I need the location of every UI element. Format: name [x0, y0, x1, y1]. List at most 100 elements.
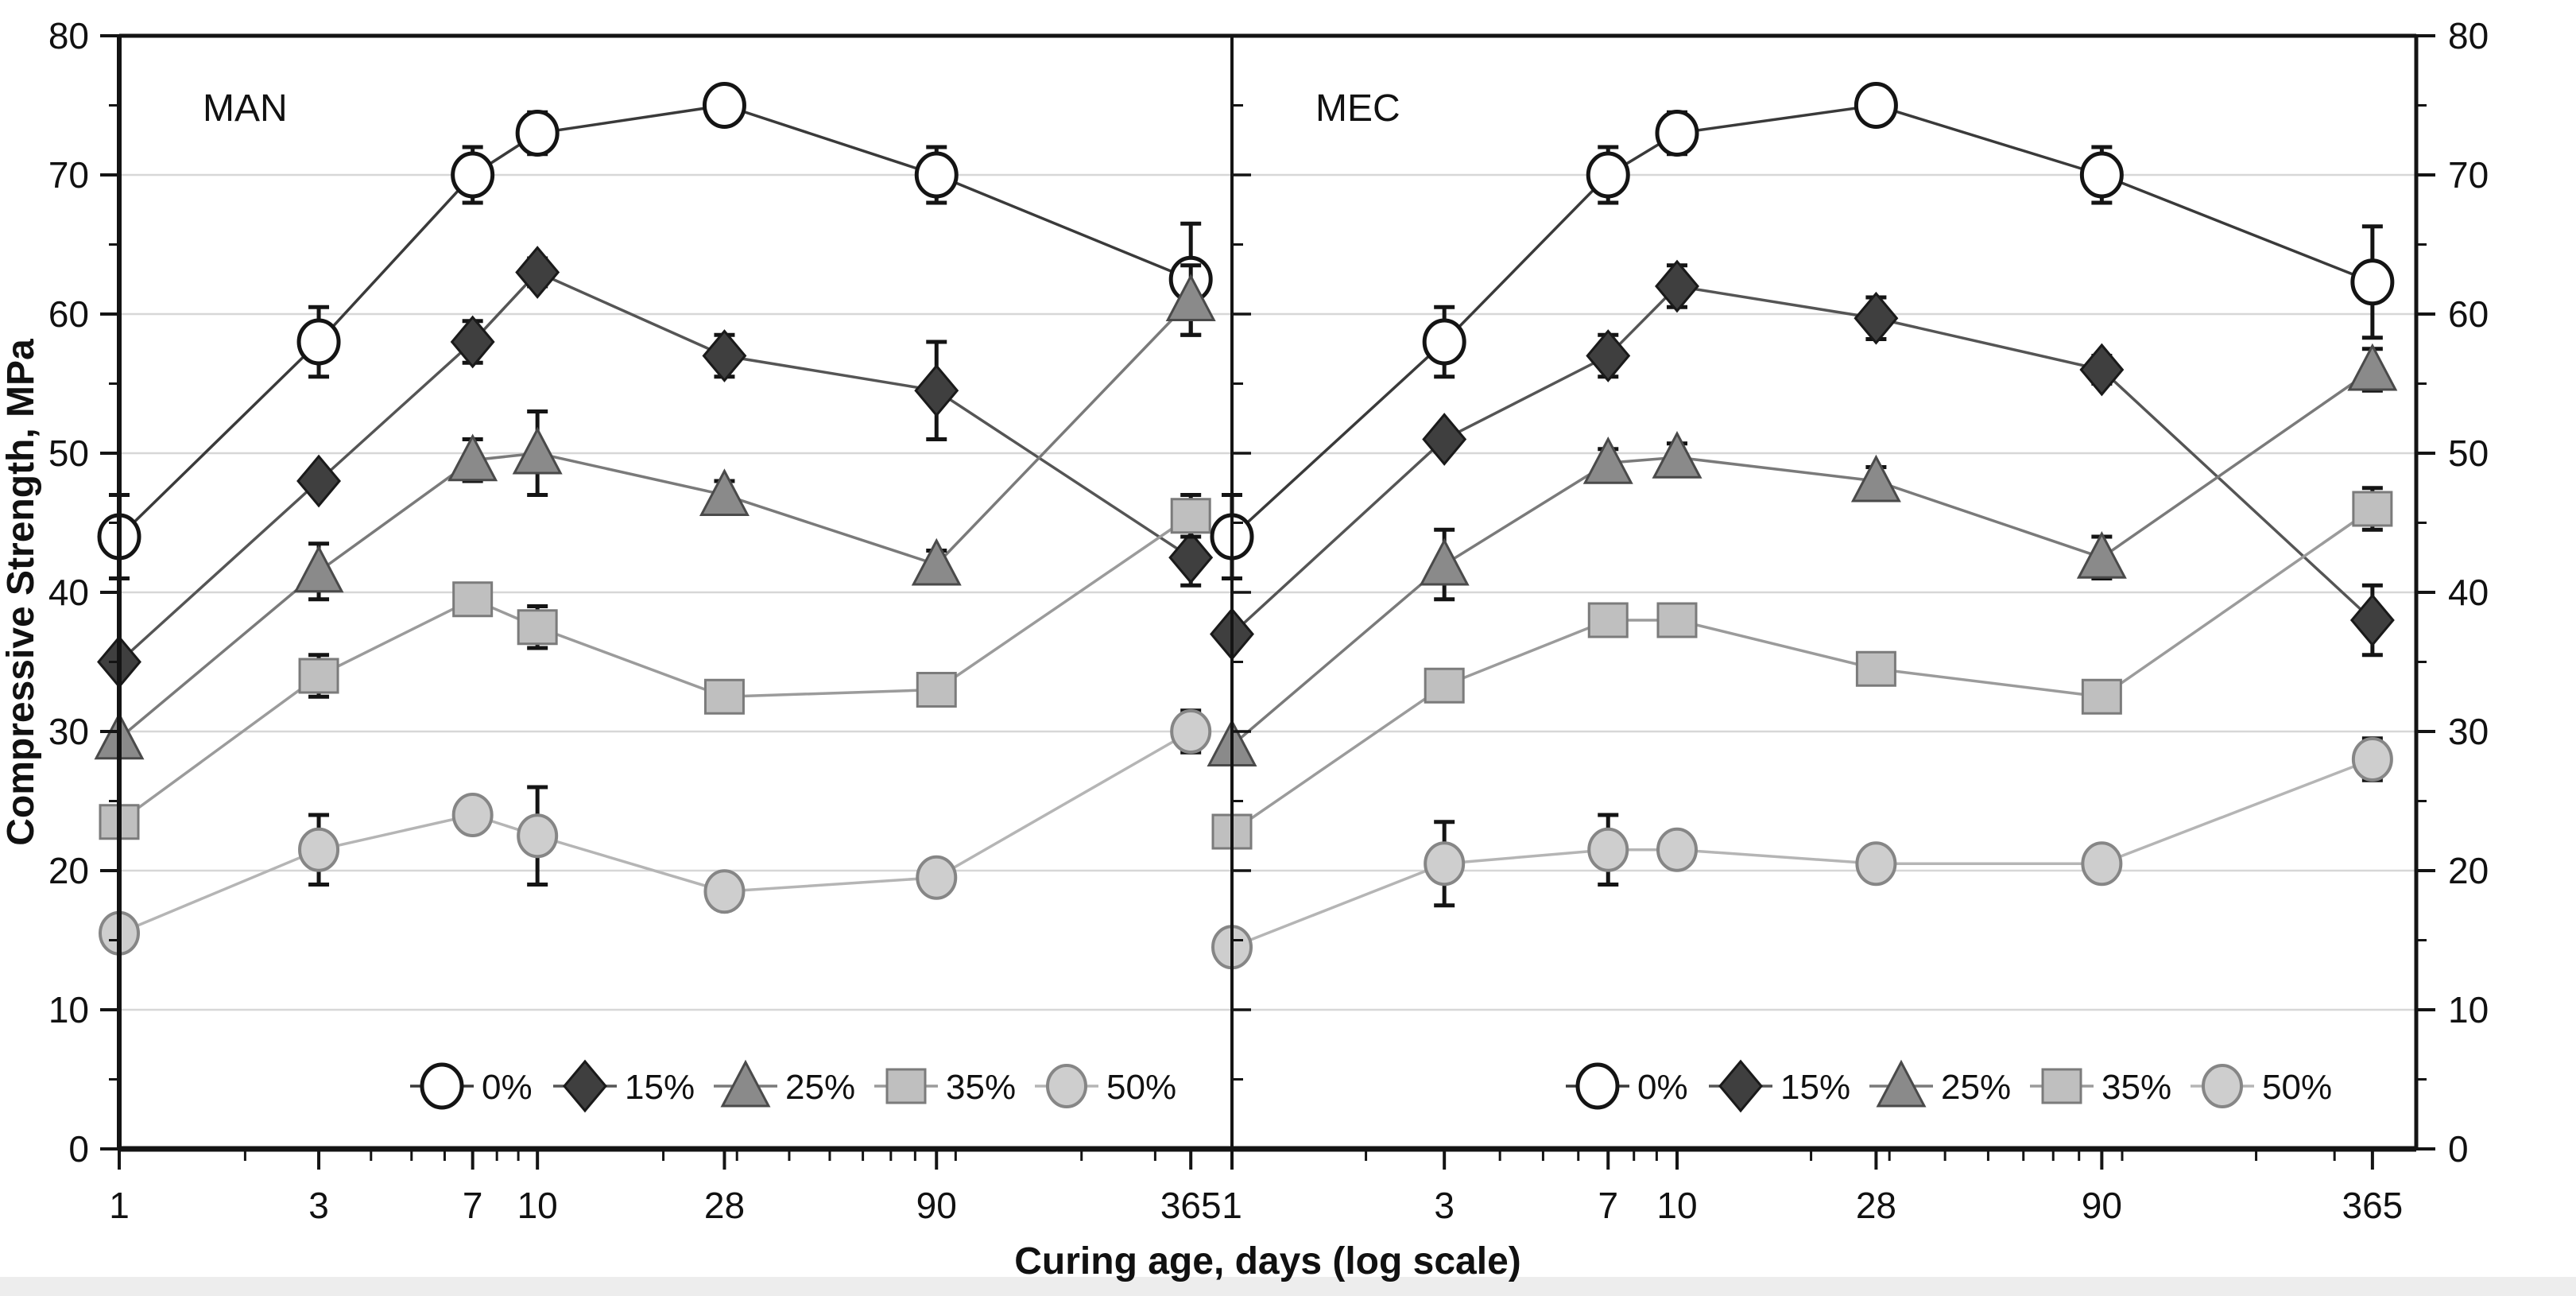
- series-line: [1230, 285, 2374, 635]
- legend-label: 25%: [785, 1068, 855, 1107]
- legend-label: 35%: [2101, 1068, 2171, 1107]
- diamond-marker: [1718, 1059, 1763, 1113]
- filled-circle-marker: [517, 813, 559, 859]
- series-line: [118, 103, 1191, 538]
- x-ticks: [118, 1149, 2374, 1170]
- diamond-marker: [1854, 291, 1899, 345]
- figure-edge-band: [0, 1277, 2576, 1296]
- series-line: [1230, 368, 2373, 747]
- x-tick-label: 1: [109, 1185, 130, 1226]
- square-marker: [916, 672, 957, 708]
- filled-circle-marker: [2202, 1064, 2243, 1108]
- x-tick-label: 10: [1656, 1185, 1697, 1226]
- diamond-marker: [702, 329, 747, 382]
- triangle-marker: [1582, 437, 1633, 484]
- diamond-marker: [1586, 329, 1631, 382]
- series-15%: [1210, 259, 2395, 661]
- triangle-marker: [699, 468, 750, 516]
- left-y-tick-label: 30: [48, 711, 89, 752]
- error-bars: [308, 493, 1202, 699]
- triangle-marker: [512, 426, 563, 475]
- x-tick-label: 7: [463, 1185, 483, 1226]
- panel-mec: [1207, 82, 2398, 970]
- right-y-tick-label: 80: [2448, 15, 2489, 56]
- filled-circle-marker: [2351, 737, 2393, 782]
- series-line: [118, 730, 1192, 935]
- filled-circle-marker: [2081, 841, 2123, 887]
- square-marker: [703, 678, 745, 715]
- right-y-tick-label: 0: [2448, 1128, 2469, 1170]
- square-marker: [1587, 602, 1629, 638]
- series-0%: [1210, 82, 2395, 580]
- series-50%: [1211, 736, 2393, 970]
- panel-label-mec: MEC: [1315, 87, 1400, 130]
- series-15%: [97, 246, 1214, 689]
- triangle-marker: [1419, 537, 1470, 586]
- legend-item-35%: 35%: [874, 1068, 1016, 1107]
- right-y-tick-label: 40: [2448, 572, 2489, 613]
- open-circle-marker: [515, 110, 560, 157]
- square-marker: [1170, 498, 1211, 534]
- legend-item-25%: 25%: [1869, 1059, 2011, 1108]
- series-35%: [1211, 486, 2393, 850]
- y-axis-title: Compressive Strength, MPa: [0, 339, 42, 846]
- filled-circle-marker: [1855, 841, 1897, 887]
- filled-circle-marker: [451, 793, 494, 837]
- open-circle-marker: [1586, 151, 1630, 199]
- filled-circle-marker: [1587, 827, 1629, 872]
- open-circle-marker: [2350, 258, 2395, 306]
- filled-circle-marker: [1656, 827, 1698, 872]
- diamond-marker: [563, 1059, 607, 1113]
- left-y-tick-label: 0: [68, 1128, 89, 1170]
- right-y-tick-label: 30: [2448, 711, 2489, 752]
- open-circle-marker: [1655, 110, 1699, 157]
- open-circle-marker: [296, 318, 341, 366]
- gridlines: [119, 173, 2416, 1011]
- open-circle-marker: [914, 151, 959, 199]
- right-y-tick-label: 60: [2448, 293, 2489, 335]
- diamond-marker: [296, 454, 342, 508]
- legend-mec: 0% 15% 25% 35% 50%: [1566, 1059, 2332, 1113]
- legend-label: 0%: [482, 1068, 533, 1107]
- legend-item-50%: 50%: [1035, 1064, 1176, 1108]
- filled-circle-marker: [1046, 1064, 1087, 1108]
- square-marker: [517, 609, 558, 646]
- error-bars: [308, 263, 1202, 602]
- axis-labels: 0 0 10 10 20 20 30 30 40 40 50 50 60 60 70 70 80 80 1 3 7 10 2…: [48, 15, 2489, 1226]
- diamond-marker: [1655, 259, 1699, 313]
- x-tick-label: 1: [1222, 1185, 1242, 1226]
- legend-item-0%: 0%: [1566, 1062, 1688, 1110]
- x-tick-label: 28: [704, 1185, 745, 1226]
- error-bars: [308, 708, 1202, 908]
- legend-label: 15%: [1780, 1068, 1850, 1107]
- legend-label: 35%: [946, 1068, 1016, 1107]
- x-tick-label: 3: [1434, 1185, 1455, 1226]
- x-tick-label: 365: [2342, 1185, 2403, 1226]
- diamond-marker: [515, 246, 560, 299]
- left-y-tick-label: 80: [48, 15, 89, 56]
- right-y-tick-label: 50: [2448, 433, 2489, 474]
- left-y-tick-label: 70: [48, 154, 89, 196]
- legend-item-50%: 50%: [2191, 1064, 2332, 1108]
- square-marker: [2081, 678, 2122, 715]
- x-tick-label: 10: [517, 1185, 558, 1226]
- square-marker: [1424, 667, 1465, 704]
- diamond-marker: [450, 315, 495, 369]
- legend-label: 25%: [1941, 1068, 2011, 1107]
- series-line: [1231, 758, 2373, 949]
- filled-circle-marker: [298, 827, 340, 872]
- x-tick-label: 7: [1598, 1185, 1618, 1226]
- diamond-marker: [1422, 413, 1467, 466]
- square-marker: [2041, 1068, 2082, 1104]
- error-bars: [1222, 89, 2383, 580]
- legend-item-0%: 0%: [410, 1062, 533, 1110]
- open-circle-marker: [451, 151, 495, 199]
- triangle-marker: [1876, 1059, 1927, 1108]
- plot-frame: [100, 33, 2435, 1170]
- legend-label: 50%: [1106, 1068, 1176, 1107]
- filled-circle-marker: [703, 869, 746, 914]
- open-circle-marker: [2079, 151, 2124, 199]
- left-y-tick-label: 20: [48, 850, 89, 891]
